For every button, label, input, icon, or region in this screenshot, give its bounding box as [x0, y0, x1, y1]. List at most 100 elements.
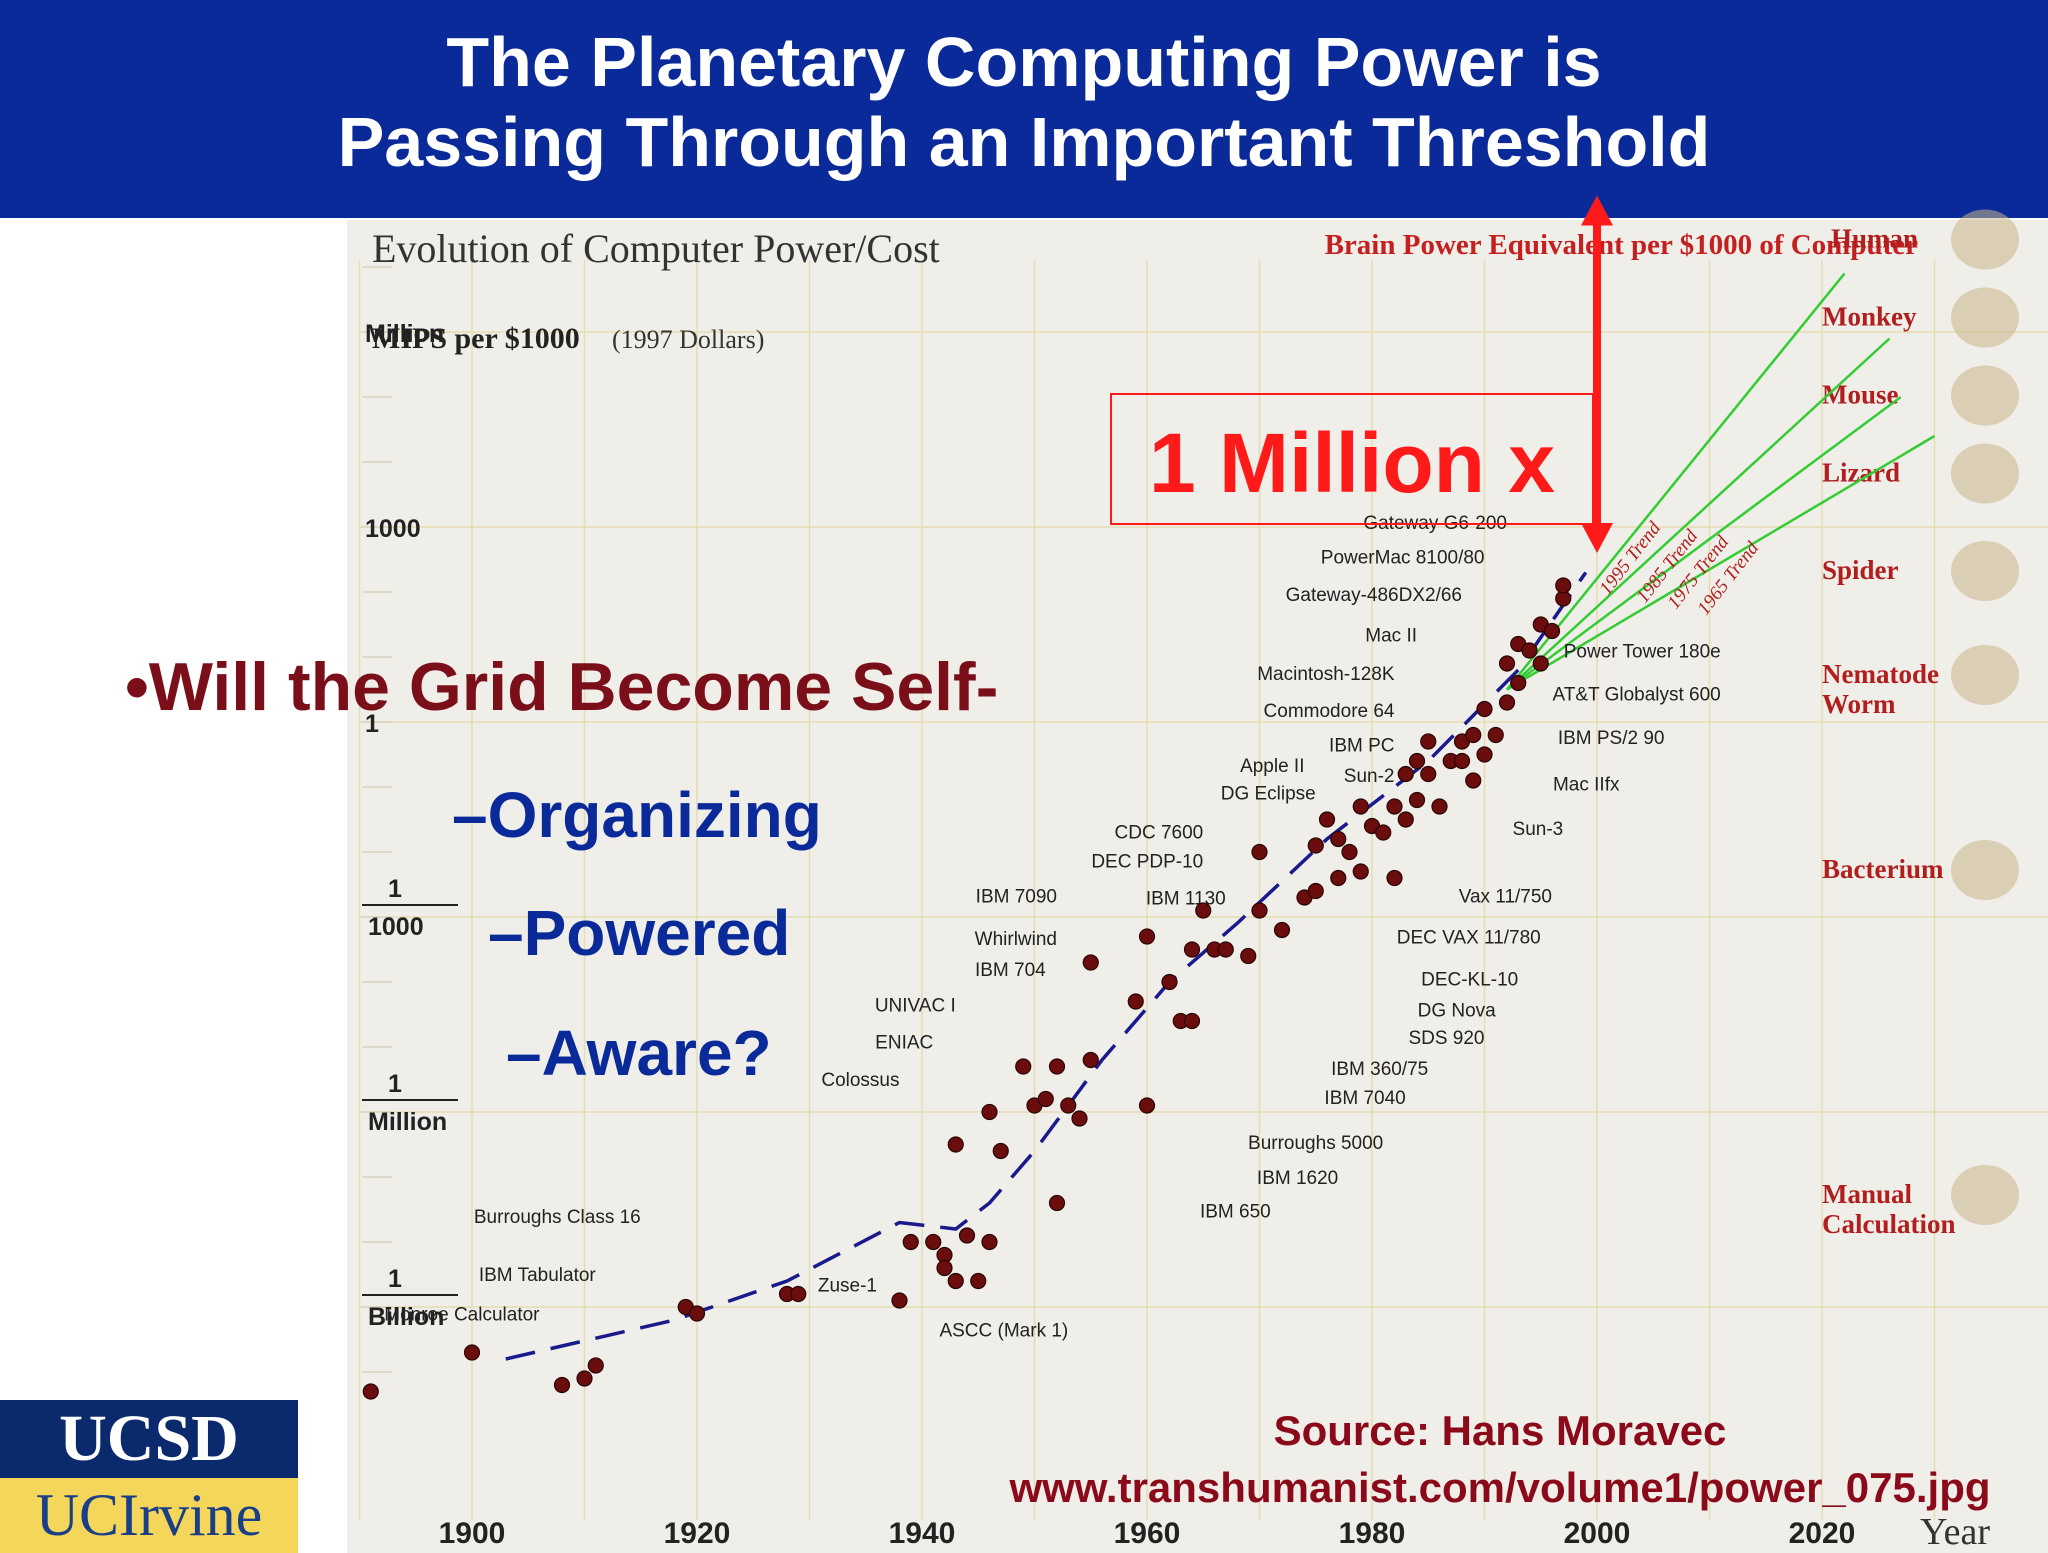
point-label: IBM 1620 — [1257, 1168, 1338, 1189]
data-point — [587, 1357, 604, 1374]
data-point — [1082, 1051, 1099, 1069]
point-label: ENIAC — [875, 1032, 933, 1053]
point-label: Whirlwind — [975, 929, 1057, 950]
data-point — [981, 1103, 998, 1121]
page-title: The Planetary Computing Power is Passing… — [337, 23, 1711, 181]
point-label: Colossus — [821, 1070, 899, 1091]
point-label: Commodore 64 — [1264, 701, 1395, 722]
data-point — [1082, 954, 1099, 971]
point-label: IBM 7090 — [976, 887, 1057, 908]
chart-title: Evolution of Computer Power/Cost — [372, 226, 940, 271]
point-label: DG Eclipse — [1221, 783, 1316, 804]
data-point — [958, 1227, 976, 1244]
point-label: IBM 704 — [975, 960, 1046, 981]
y-axis-note: (1997 Dollars) — [612, 325, 764, 354]
data-point — [1273, 921, 1291, 939]
data-point — [688, 1305, 706, 1322]
point-label: IBM Tabulator — [479, 1265, 597, 1286]
university-logo: UCSD UCIrvine — [0, 1400, 298, 1553]
data-point — [1240, 947, 1257, 965]
trend-line — [1506, 395, 1902, 691]
y-tick-label: Million — [365, 320, 444, 348]
point-label: IBM PC — [1329, 735, 1394, 756]
data-point — [1307, 882, 1324, 900]
data-point — [891, 1292, 908, 1309]
data-point — [1048, 1058, 1066, 1075]
data-point — [1397, 765, 1414, 783]
point-label: DEC PDP-10 — [1091, 852, 1203, 873]
creature-icon — [1951, 287, 2019, 348]
source-line-1: Source: Hans Moravec — [1274, 1407, 1727, 1454]
data-point — [1498, 694, 1516, 711]
brain-equivalent-label-line: Calculation — [1822, 1209, 1956, 1239]
data-point — [1217, 941, 1234, 958]
point-label: UNIVAC I — [875, 995, 956, 1016]
point-label: AT&T Globalyst 600 — [1552, 685, 1720, 706]
data-point — [1375, 824, 1392, 841]
point-label: IBM PS/2 90 — [1558, 728, 1665, 749]
y-tick-label-numerator: 1 — [388, 1070, 402, 1098]
point-label: Burroughs 5000 — [1248, 1133, 1383, 1154]
point-label: Zuse-1 — [818, 1275, 877, 1296]
brain-equivalent-label: Nematode Worm — [1822, 659, 1939, 719]
point-label: IBM 650 — [1200, 1201, 1271, 1222]
x-tick-label: 1980 — [1339, 1517, 1406, 1550]
data-point — [1127, 993, 1144, 1010]
annotation-arrow-head-down — [1581, 523, 1613, 553]
annotation-box — [1110, 393, 1594, 525]
annotation-text: 1 Million x — [1149, 416, 1555, 510]
logo-ucirvine: UCIrvine — [0, 1478, 298, 1553]
data-point — [970, 1272, 987, 1290]
x-tick-label: 2000 — [1564, 1517, 1631, 1550]
creature-icon — [1951, 840, 2019, 900]
data-point — [1532, 655, 1549, 672]
y-tick-label-denominator: Million — [368, 1108, 447, 1136]
data-point — [947, 1136, 964, 1153]
point-label: CDC 7600 — [1115, 822, 1204, 843]
source-line-2: www.transhumanist.com/volume1/power_075.… — [1008, 1464, 1990, 1511]
data-point — [1195, 902, 1212, 919]
data-point — [1521, 642, 1538, 659]
data-point — [1431, 798, 1448, 815]
brain-equivalent-label: Mouse — [1822, 380, 1899, 410]
data-point — [1397, 811, 1414, 828]
brain-equivalent-label: Lizard — [1822, 458, 1900, 488]
x-axis-label: Year — [1920, 1511, 1990, 1553]
data-point — [1138, 1097, 1156, 1114]
data-point — [1330, 830, 1347, 848]
data-point — [925, 1233, 942, 1251]
x-tick-label: 1940 — [889, 1517, 956, 1550]
data-point — [1510, 674, 1527, 692]
data-point — [1408, 791, 1426, 809]
brain-equivalent-label-line: Nematode — [1822, 659, 1939, 689]
x-tick-label: 1920 — [664, 1517, 731, 1550]
trend-line — [1506, 272, 1846, 691]
data-point — [1037, 1090, 1054, 1108]
y-tick-label-numerator: 1 — [388, 1265, 402, 1293]
point-label: IBM 360/75 — [1331, 1059, 1428, 1080]
data-point — [1420, 765, 1437, 783]
brain-equivalent-label: Human — [1831, 224, 1918, 254]
data-point — [1138, 928, 1156, 945]
data-point — [902, 1233, 919, 1251]
data-point — [1352, 863, 1369, 880]
data-point — [947, 1272, 964, 1290]
data-point — [1307, 837, 1324, 854]
brain-equivalent-label: Bacterium — [1822, 854, 1944, 884]
data-point — [1251, 843, 1268, 861]
data-point — [1330, 869, 1347, 887]
data-point — [1453, 752, 1471, 770]
point-label: ASCC (Mark 1) — [939, 1320, 1068, 1341]
data-point — [1071, 1110, 1088, 1127]
data-point — [1543, 622, 1561, 640]
data-point — [1487, 726, 1504, 744]
x-tick-label: 1960 — [1114, 1517, 1181, 1550]
data-point — [1465, 726, 1482, 744]
point-label: IBM 7040 — [1324, 1088, 1405, 1109]
y-tick-label-denominator: 1000 — [368, 913, 424, 941]
x-tick-label: 1900 — [439, 1517, 506, 1550]
data-point — [1498, 655, 1516, 672]
trend-line — [1506, 337, 1891, 691]
data-point — [1251, 902, 1268, 919]
data-point — [576, 1370, 593, 1387]
